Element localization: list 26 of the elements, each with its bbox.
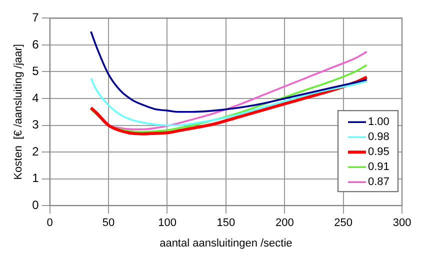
legend-label: 0.87 [368,176,390,188]
y-tick-label: 0 [32,198,40,212]
x-tick-label: 150 [216,217,236,230]
line-series [90,64,368,133]
x-tick-label: 0 [46,217,53,230]
line-series [89,76,368,136]
x-tick-label: 200 [275,217,294,230]
line-series [90,78,368,126]
y-tick-label: 7 [32,10,40,25]
x-tick-label: 50 [102,217,115,230]
legend-label: 0.95 [368,146,390,158]
line-series [90,30,368,113]
y-tick-label: 4 [32,90,40,105]
y-tick-label: 6 [32,37,40,52]
y-tick-label: 2 [32,144,40,158]
x-axis-title: aantal aansluitingen /sectie [160,237,292,250]
x-tick-label: 100 [158,217,176,230]
legend-label: 0.98 [368,131,390,144]
y-tick-label: 3 [32,118,40,132]
x-tick-label: 250 [334,217,352,230]
x-tick-label: 300 [392,217,412,230]
legend-label: 1.00 [368,116,390,128]
y-axis-title: Kosten [€ /aansluiting /jaar] [12,44,25,180]
y-tick-label: 5 [32,64,40,78]
y-tick-label: 1 [32,171,40,186]
legend-label: 0.91 [368,161,390,174]
